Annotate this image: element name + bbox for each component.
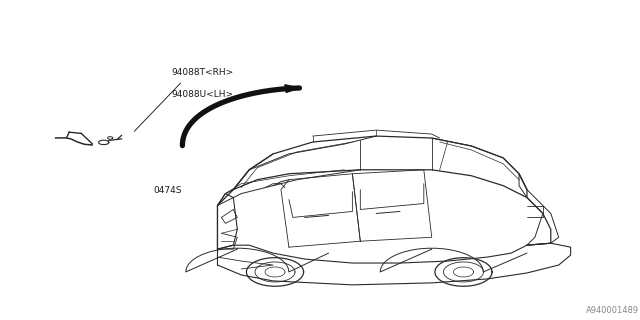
- Text: A940001489: A940001489: [586, 306, 639, 315]
- Polygon shape: [285, 85, 300, 92]
- Text: 0474S: 0474S: [154, 186, 182, 195]
- Text: 94088T<RH>: 94088T<RH>: [172, 68, 234, 77]
- Text: 94088U<LH>: 94088U<LH>: [172, 90, 234, 99]
